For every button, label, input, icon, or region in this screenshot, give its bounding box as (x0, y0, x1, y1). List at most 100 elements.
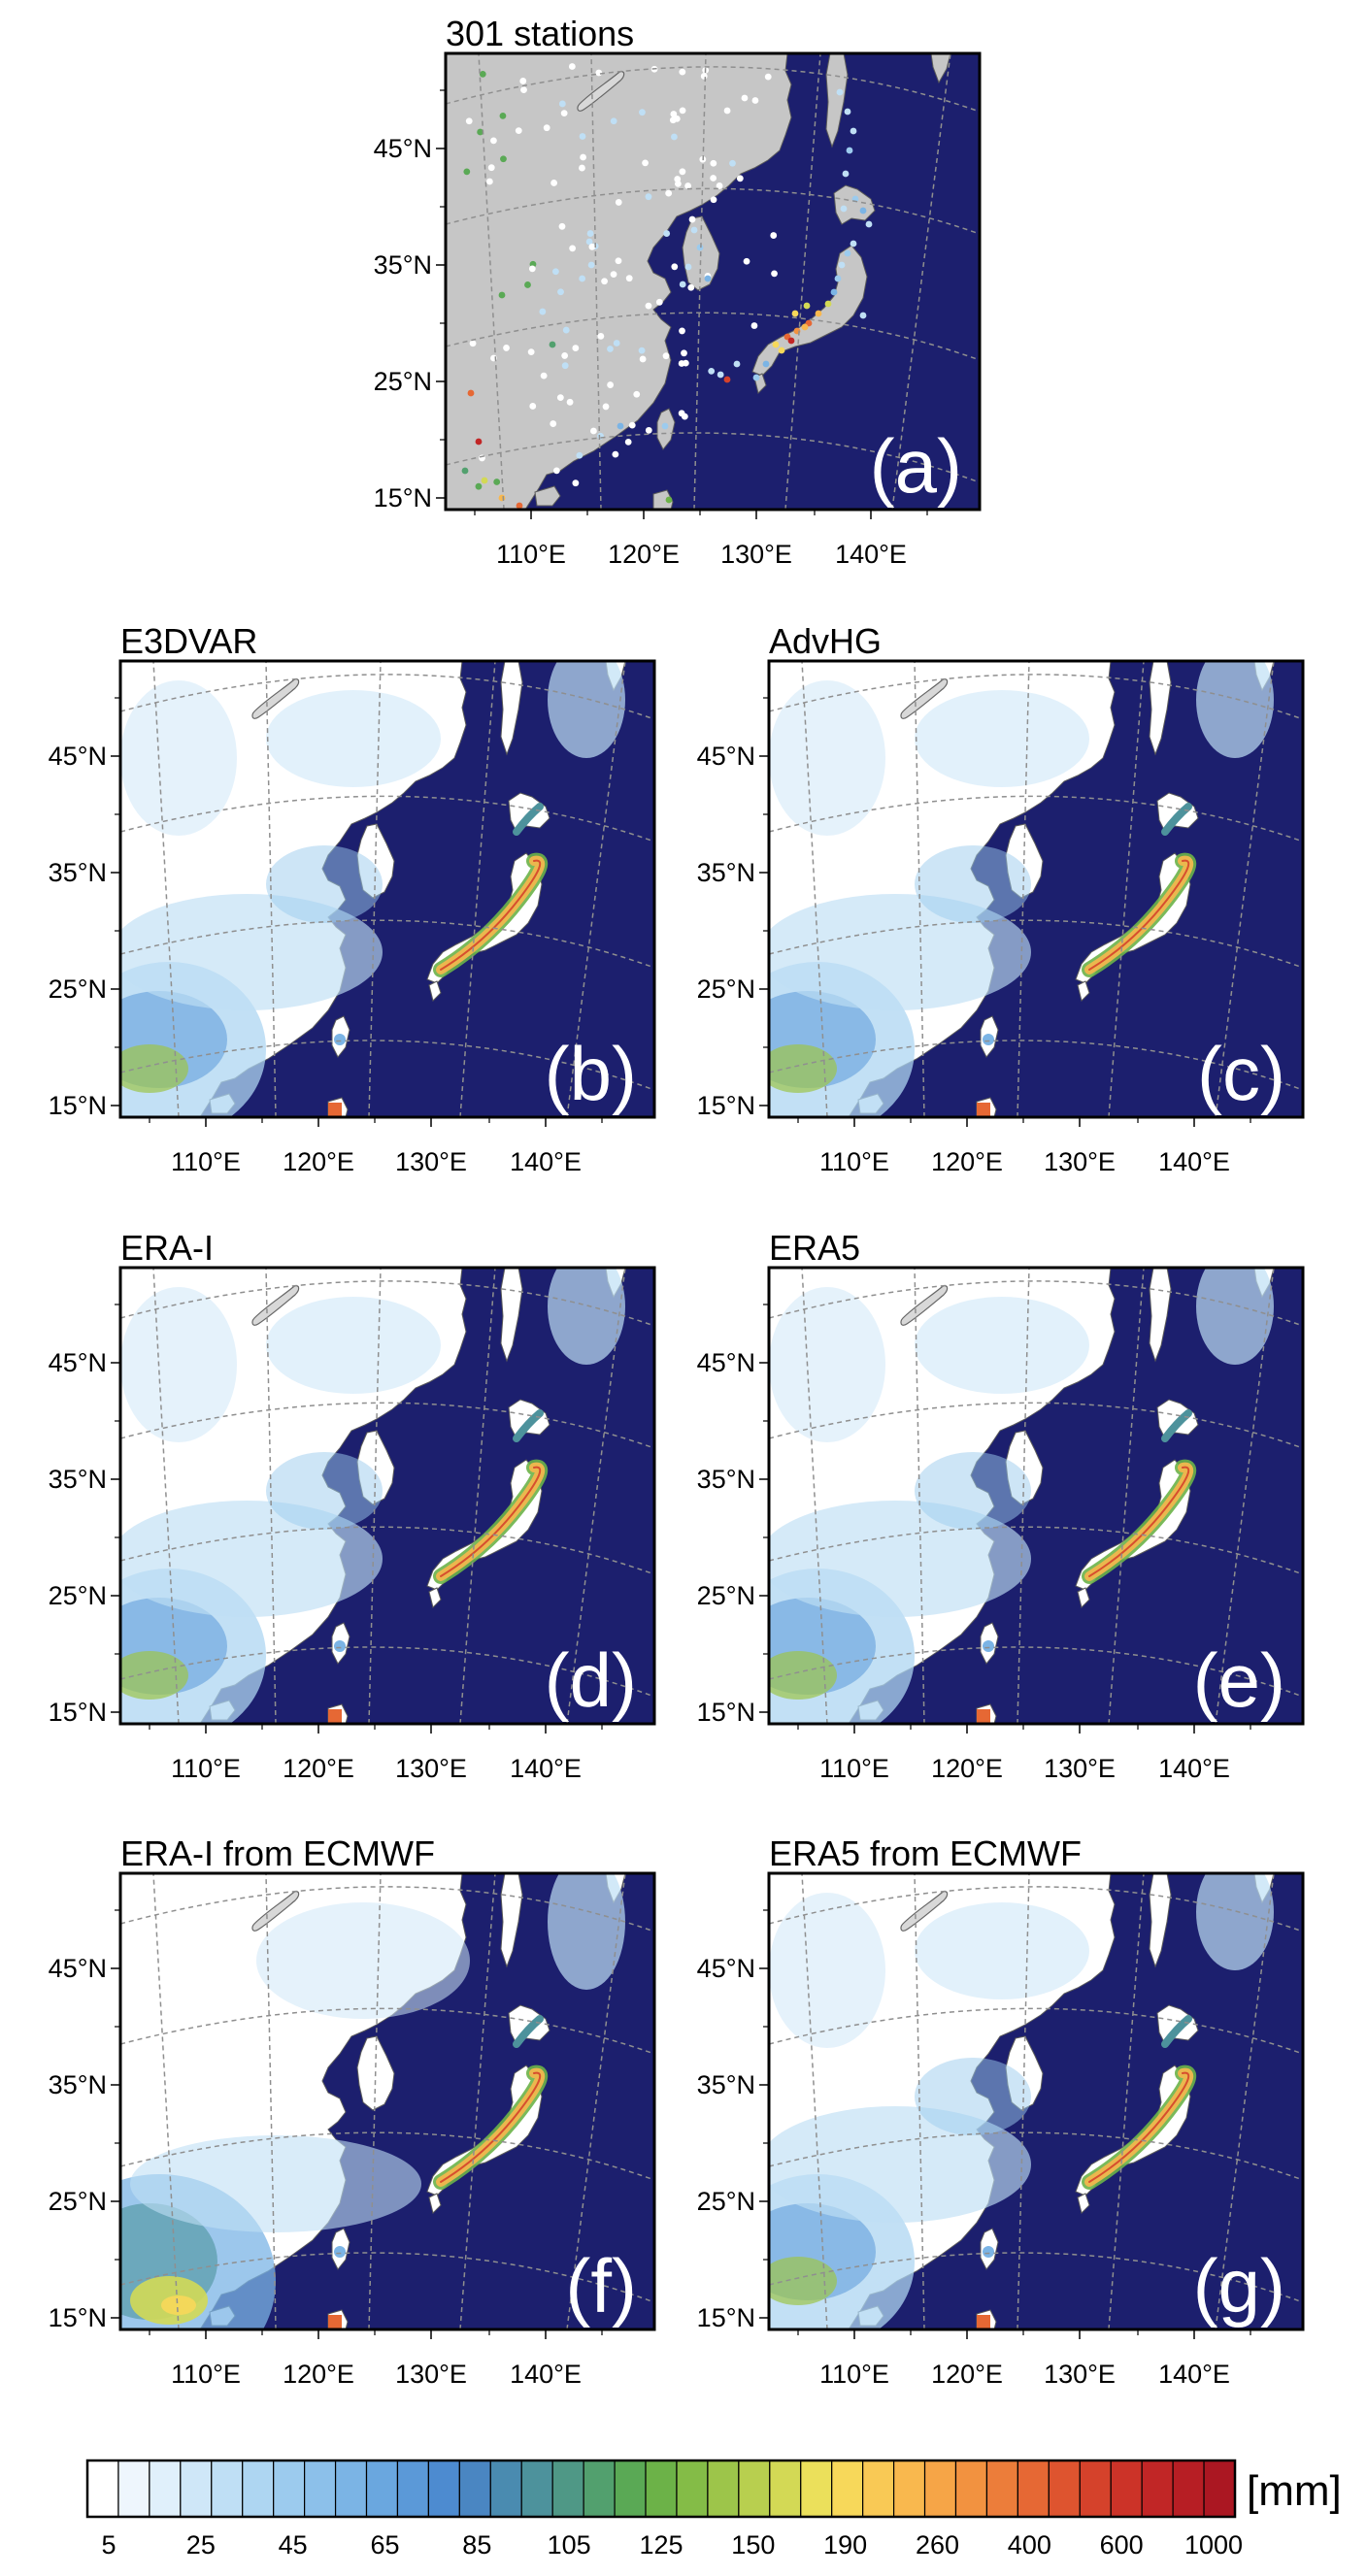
graticule-lon-line (801, 1873, 828, 2329)
graticule-lon-line (478, 53, 505, 510)
station-dot (610, 271, 617, 279)
land-polygon (500, 661, 523, 756)
station-dot (704, 275, 712, 282)
graticule-lat-line (446, 187, 980, 235)
lon-label: 110°E (496, 540, 566, 569)
graticule-lon-line (459, 1873, 496, 2329)
station-dot (543, 124, 550, 132)
precip-belt-japan (440, 859, 542, 971)
station-dot (572, 479, 580, 487)
graticule-lon-line (1017, 1873, 1030, 2329)
station-dot (580, 153, 586, 161)
precip-blob (161, 2295, 196, 2315)
precip-blob (548, 661, 625, 758)
precip-blob (120, 1287, 237, 1442)
graticule-lat-line (120, 1040, 654, 1091)
colorbar-tick-label: 600 (1100, 2530, 1144, 2559)
precip-blob (769, 680, 885, 836)
station-dot (665, 496, 673, 504)
station-dot (503, 345, 510, 351)
precip-blob (120, 894, 383, 1010)
lat-label: 45°N (49, 1954, 107, 1983)
lat-label: 45°N (697, 742, 755, 771)
station-dot (579, 133, 586, 140)
station-dot (624, 438, 632, 446)
panel-stations: 45°N 35°N 25°N 15°N 110°E 120°E 130°E 140°E 301 … (374, 14, 982, 569)
graticule-lat-line (120, 2007, 654, 2055)
lat-label: 35°N (49, 2070, 107, 2099)
station-dot (679, 327, 685, 335)
colorbar-swatch (614, 2460, 647, 2518)
station-dot (617, 422, 624, 430)
station-dot (844, 108, 851, 116)
station-dot (467, 389, 475, 397)
station-dot (663, 230, 671, 237)
colorbar-tick-label: 125 (639, 2530, 683, 2559)
lat-label: 45°N (697, 1348, 755, 1377)
graticule-lat-line (120, 1646, 654, 1698)
lon-label: 140°E (510, 2360, 582, 2389)
graticule-lat-line (120, 1280, 654, 1327)
station-dot (551, 268, 559, 276)
lat-label: 35°N (49, 858, 107, 887)
lon-label: 130°E (1044, 1754, 1116, 1783)
precip-blob (915, 2058, 1031, 2135)
station-dot (558, 100, 566, 108)
colorbar-swatch (117, 2460, 150, 2518)
precip-luzon (328, 2315, 342, 2329)
colorbar-swatch (862, 2460, 895, 2518)
map-area (769, 1873, 1303, 2329)
graticule-lon-line (1108, 1873, 1145, 2329)
station-dot (461, 467, 469, 475)
graticule-lon-line (368, 661, 382, 1117)
precip-blob (266, 845, 383, 923)
graticule-lat-line (446, 66, 980, 113)
station-dot (801, 323, 809, 331)
map-frame (118, 1871, 656, 2331)
graticule-lat-line (120, 1886, 654, 1932)
lat-label: 15°N (49, 2303, 107, 2332)
station-dot (585, 238, 593, 246)
lon-label: 130°E (1044, 2360, 1116, 2389)
station-dot (558, 222, 566, 230)
colorbar-frame (85, 2459, 1237, 2519)
precip-blob (120, 1651, 188, 1700)
colorbar-swatch (334, 2460, 368, 2518)
graticule-lat-line (446, 432, 980, 483)
colorbar-swatch (645, 2460, 678, 2518)
colorbar: 5 25 45 65 85 105 125 150 190 260 400 600 1000[mm] (85, 2459, 1342, 2559)
station-dot (463, 168, 471, 176)
station-dot (597, 432, 604, 440)
station-dot (752, 374, 760, 381)
station-dot (562, 326, 570, 334)
station-dot (539, 308, 547, 315)
lat-label: 15°N (697, 2303, 755, 2332)
graticule-lat-line (769, 674, 1303, 720)
land-polygon (500, 1873, 523, 1968)
graticule-lat-line (120, 1402, 654, 1449)
colorbar-swatch (1017, 2460, 1050, 2518)
lon-label: 130°E (1044, 1147, 1116, 1176)
station-dot (552, 467, 560, 475)
station-dot (520, 86, 527, 94)
station-dot (764, 73, 772, 81)
station-dot (469, 340, 477, 347)
lat-label: 25°N (697, 974, 755, 1004)
station-dot (516, 502, 523, 510)
precip-blob (915, 690, 1089, 787)
station-dot (602, 403, 610, 411)
station-dot (549, 341, 556, 348)
panel-title: 301 stations (446, 14, 634, 53)
station-dot (524, 281, 531, 288)
panel-title: ERA-I from ECMWF (120, 1833, 435, 1873)
graticule-lat-line (769, 1402, 1303, 1449)
lon-label: 120°E (931, 1147, 1003, 1176)
colorbar-swatch (769, 2460, 802, 2518)
graticule-lat-line (120, 1526, 654, 1575)
graticule-lon-line (914, 661, 925, 1117)
graticule-lon-line (891, 53, 951, 510)
station-dot (576, 451, 583, 459)
station-dot (787, 337, 795, 345)
station-dot (500, 155, 507, 163)
